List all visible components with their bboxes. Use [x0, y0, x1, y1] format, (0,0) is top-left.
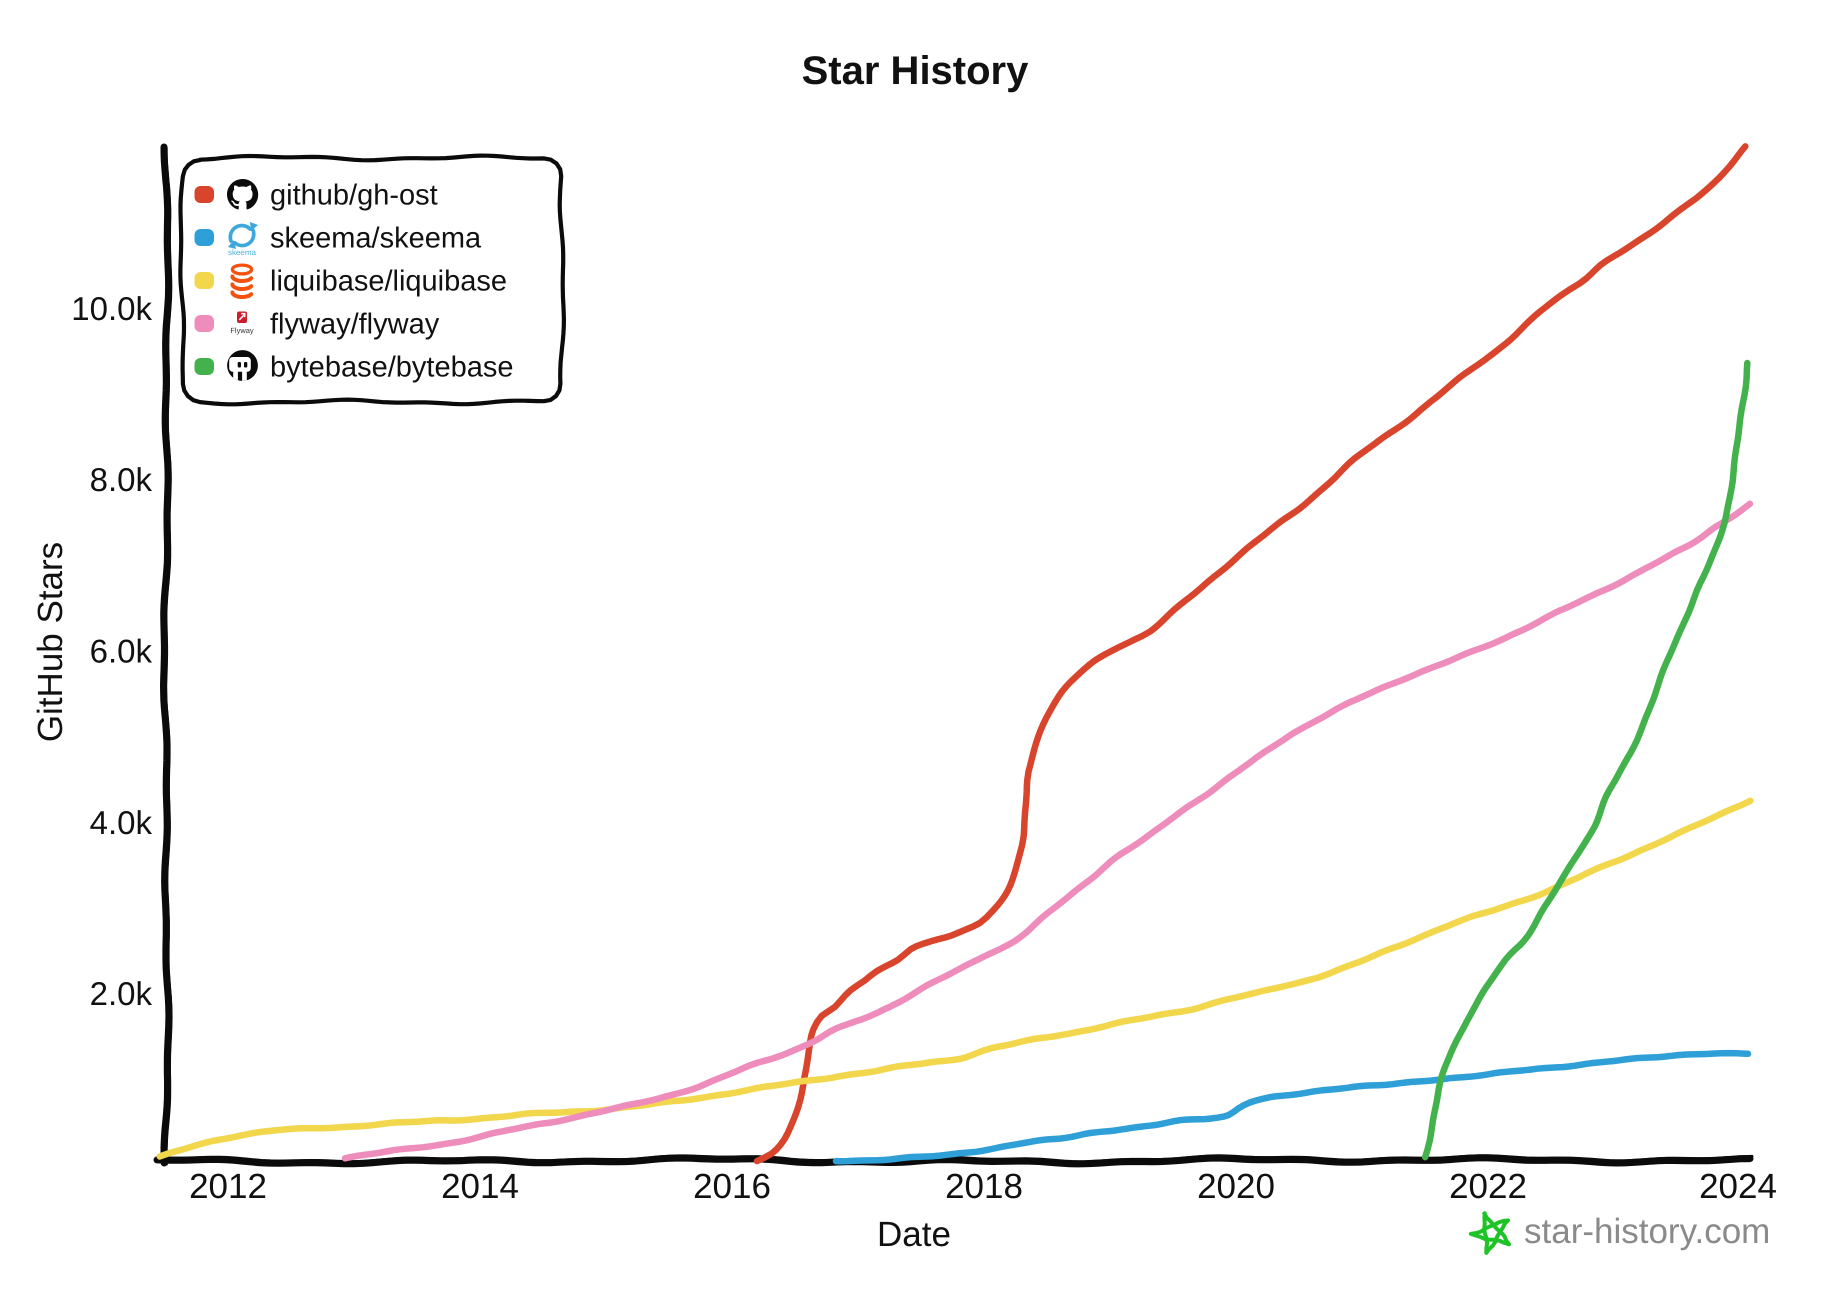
- svg-text:2016: 2016: [693, 1167, 771, 1206]
- svg-text:4.0k: 4.0k: [90, 804, 153, 841]
- svg-text:Star History: Star History: [802, 49, 1029, 93]
- svg-text:8.0k: 8.0k: [90, 461, 153, 498]
- svg-text:flyway/flyway: flyway/flyway: [270, 309, 440, 341]
- svg-text:2012: 2012: [189, 1167, 267, 1206]
- svg-text:bytebase/bytebase: bytebase/bytebase: [270, 352, 513, 384]
- svg-text:2022: 2022: [1449, 1167, 1527, 1206]
- svg-text:github/gh-ost: github/gh-ost: [270, 180, 438, 212]
- svg-text:GitHub Stars: GitHub Stars: [31, 542, 70, 742]
- svg-text:2024: 2024: [1699, 1167, 1777, 1206]
- svg-text:Flyway: Flyway: [230, 326, 254, 335]
- svg-text:2.0k: 2.0k: [90, 975, 153, 1012]
- svg-text:Date: Date: [877, 1215, 951, 1254]
- svg-text:10.0k: 10.0k: [71, 290, 152, 327]
- svg-text:2020: 2020: [1197, 1167, 1275, 1206]
- svg-text:skeema/skeema: skeema/skeema: [270, 223, 482, 255]
- svg-text:skeema: skeema: [228, 248, 257, 257]
- svg-text:2018: 2018: [945, 1167, 1023, 1206]
- svg-text:2014: 2014: [441, 1167, 519, 1206]
- svg-text:6.0k: 6.0k: [90, 633, 153, 670]
- svg-text:liquibase/liquibase: liquibase/liquibase: [270, 266, 507, 298]
- svg-text:star-history.com: star-history.com: [1524, 1212, 1770, 1251]
